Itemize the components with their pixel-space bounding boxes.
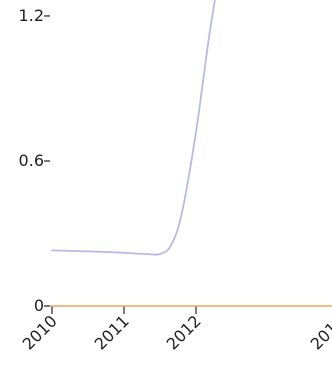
x-tick-label: 2011	[91, 311, 133, 353]
x-tick-label: 2012	[163, 311, 205, 353]
plot-area	[49, 0, 332, 307]
y-tick-label: 0	[34, 296, 44, 315]
y-tick-label: 1.2	[19, 6, 44, 25]
y-axis: 00.61.21.82.4	[19, 6, 50, 315]
y-tick-label: 0.6	[19, 151, 44, 170]
x-axis: 2010 2011 2012 2014	[19, 306, 332, 354]
x-tick-label: 2014	[307, 311, 332, 353]
series-line-1	[51, 0, 216, 256]
x-tick-label: 2010	[19, 311, 61, 353]
